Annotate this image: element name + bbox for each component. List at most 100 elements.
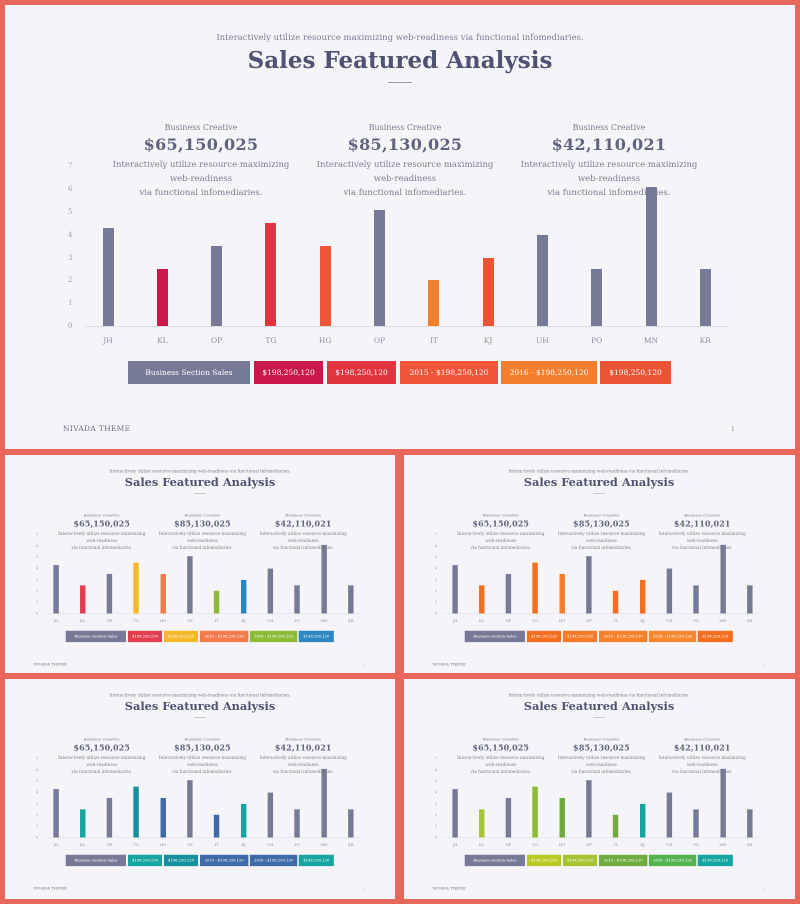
chart-bar [321,544,327,614]
y-tick-label: 2 [68,276,73,285]
slide-title: Sales Featured Analysis [124,475,276,490]
stat-block-2: Business Creative $85,130,025 Interactiv… [156,513,250,551]
legend-box: 2016 - $198,250,120 [249,630,298,643]
x-tick-label: IT [214,618,219,623]
slide-thumbnail-1[interactable]: Interactively utilize resource maximizin… [5,455,395,673]
x-tick-label: OP [586,842,592,847]
slide-content: Interactively utilize resource maximizin… [5,679,395,898]
stat-block-1: Business Creative $65,150,025 Interactiv… [454,513,548,551]
y-tick-label: 2 [435,588,438,593]
stat-label: Business Creative [368,123,442,132]
stat-value: $65,150,025 [73,519,131,529]
chart-bar [106,798,113,838]
stat-label: Business Creative [164,123,238,132]
footer-brand: NIVADA THEME [33,661,67,667]
legend-box: $198,250,120 [298,854,334,867]
x-tick-label: HG [558,618,566,623]
y-tick-label: 3 [435,577,438,582]
x-tick-label: MN [719,618,727,623]
chart-bar [645,186,657,326]
legend-box: 2015 - $198,250,120 [599,630,648,643]
x-tick-label: KL [80,618,86,623]
chart-bar [79,585,86,614]
chart-bar [478,809,485,838]
legend-box: 2015 - $198,250,120 [200,630,249,643]
y-tick-label: 7 [36,756,39,761]
legend-box: $198,250,120 [163,854,199,867]
stat-value: $42,110,021 [274,519,332,529]
chart-bar [612,590,619,614]
page-number: 1 [762,662,765,667]
stat-block-1: Business Creative $65,150,025 Interactiv… [55,737,149,775]
stat-label: Business Creative [684,737,721,742]
y-tick-label: 2 [36,588,39,593]
stat-value: $42,110,021 [673,519,731,529]
slide-thumbnail-4[interactable]: Interactively utilize resource maximizin… [404,679,795,899]
legend-box: 2015 - $198,250,120 [200,854,249,867]
chart-bar [160,798,166,838]
x-tick-label: PO [591,336,603,345]
stat-block-3: Business Creative $42,110,021 Interactiv… [256,513,350,551]
x-tick-label: UH [666,842,673,847]
stat-desc-line-2: via functional infomediaries. [172,769,233,775]
chart-bar [747,585,753,614]
chart-bar [452,565,458,614]
legend-box: $198,250,120 [127,630,162,643]
slide-thumbnail-2[interactable]: Interactively utilize resource maximizin… [404,455,795,673]
x-tick-label: KR [699,336,711,345]
stat-label: Business Creative [285,737,322,742]
chart-bar [428,280,440,326]
stat-block-2: Business Creative $85,130,025 Interactiv… [310,123,500,200]
chart-bar [79,809,86,838]
y-tick-label: 4 [36,790,39,795]
stat-desc-line-2: via functional infomediaries. [671,769,733,775]
y-tick-label: 4 [435,566,438,571]
x-tick-label: UH [535,336,549,345]
legend-box: $198,250,120 [562,854,598,867]
chart-bar [160,574,166,614]
stat-desc-line-1: Interactively utilize resource maximizin… [658,755,746,768]
x-tick-label: OP [187,618,193,623]
slide-main[interactable]: Interactively utilize resource maximizin… [5,5,795,449]
stat-description: Interactively utilize resource maximizin… [454,531,548,552]
x-tick-label: JH [103,336,113,345]
y-tick-label: 3 [435,801,438,806]
stat-block-1: Business Creative $65,150,025 Interactiv… [55,513,149,551]
x-tick-label: HG [159,618,167,623]
chart-bar [348,809,354,838]
legend-title-box: Business Section Sales [65,854,126,867]
tagline: Interactively utilize resource maximizin… [109,468,291,474]
stat-description: Interactively utilize resource maximizin… [55,531,149,552]
x-tick-label: TG [133,842,139,847]
chart-bar [267,792,274,838]
x-tick-label: UH [666,618,673,623]
stat-description: Interactively utilize resource maximizin… [256,755,350,776]
stat-description: Interactively utilize resource maximizin… [156,755,250,776]
y-tick-label: 1 [435,824,438,829]
legend-box: $198,250,120 [254,361,323,384]
footer-brand: NIVADA THEME [33,885,67,891]
stat-block-3: Business Creative $42,110,021 Interactiv… [256,737,350,775]
x-tick-label: KL [479,618,485,623]
x-tick-label: PO [693,842,699,847]
stat-value: $85,130,025 [573,519,630,529]
y-tick-label: 2 [36,812,39,817]
chart-bar [187,556,193,614]
stat-block-2: Business Creative $85,130,025 Interactiv… [555,737,649,775]
chart-bar [452,789,458,838]
x-tick-label: MN [320,618,328,623]
stat-description: Interactively utilize resource maximizin… [256,531,350,552]
chart-bar [747,809,753,838]
page-number: 1 [363,886,366,891]
stat-description: Interactively utilize resource maximizin… [514,158,704,200]
stat-desc-line-1: Interactively utilize resource maximizin… [557,755,646,768]
legend-title-box: Business Section Sales [464,854,525,867]
y-tick-label: 5 [36,555,39,560]
x-tick-label: KR [347,618,354,623]
slide-thumbnail-3[interactable]: Interactively utilize resource maximizin… [5,679,395,899]
legend-box: $198,250,120 [526,630,561,643]
legend-box: $198,250,120 [600,361,671,384]
chart-bar [240,579,247,614]
x-tick-label: KJ [241,618,246,623]
chart-bar [559,574,565,614]
